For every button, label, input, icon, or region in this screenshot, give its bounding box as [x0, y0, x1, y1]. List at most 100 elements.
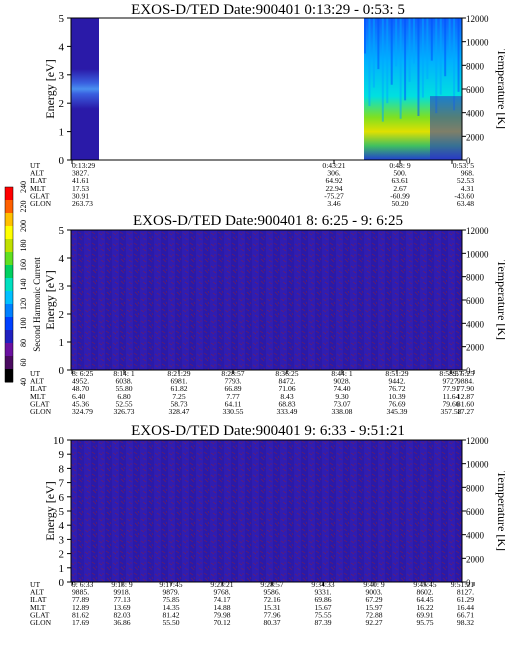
emission-streak: [444, 18, 447, 77]
y-right-tick-label: 10000: [466, 249, 489, 259]
y-right-tick-label: 0: [466, 156, 471, 166]
info-value: 81.42: [162, 610, 179, 619]
info-value: 263.73: [72, 199, 93, 208]
info-value: 75.55: [314, 610, 331, 619]
info-value: 66.71: [457, 610, 474, 619]
info-value: 6.80: [117, 392, 130, 401]
info-value: 306.: [327, 169, 340, 178]
panel-title: EXOS-D/TED Date:900401 9: 6:33 - 9:51:21: [131, 423, 405, 439]
colorbar-swatch: [5, 369, 13, 383]
colorbar-swatch: [5, 226, 13, 240]
emission-streak: [372, 18, 375, 88]
info-value: 6981.: [170, 377, 187, 386]
spectrogram-panel-1: EXOS-D/TED Date:900401 0:13:29 - 0:53: 5…: [30, 2, 505, 208]
info-value: 77.91: [442, 384, 459, 393]
info-value: 9028.: [333, 377, 350, 386]
info-value: 9:45:45: [413, 580, 436, 589]
emission-streak: [377, 18, 380, 70]
decay-region: [430, 96, 462, 160]
emission-streak: [399, 18, 402, 119]
info-value: 8.43: [280, 392, 293, 401]
info-row-label-ilat: ILAT: [30, 176, 47, 185]
info-value: 968.: [461, 169, 474, 178]
info-value: 69.86: [314, 595, 331, 604]
info-value: 326.73: [114, 407, 135, 416]
y-right-tick-label: 8000: [466, 273, 485, 283]
colorbar-frame: [4, 186, 14, 383]
y-tick-label: 3: [59, 534, 65, 546]
y-tick-label: 6: [59, 492, 65, 504]
info-value: 17.69: [72, 618, 89, 627]
info-value: -43.60: [454, 191, 474, 200]
info-value: 9586.: [263, 588, 280, 597]
info-value: 9:17:45: [159, 580, 182, 589]
spectrogram-panel-3: EXOS-D/TED Date:900401 9: 6:33 - 9:51:21…: [30, 423, 505, 627]
info-value: 345.39: [387, 407, 408, 416]
emission-streak: [417, 18, 420, 116]
info-value: 14.88: [213, 603, 230, 612]
info-value: 9003.: [365, 588, 382, 597]
info-value: 9:13: 9: [111, 580, 133, 589]
info-value: 9:28:57: [260, 580, 283, 589]
colorbar-swatch: [5, 213, 13, 227]
info-value: 16.22: [416, 603, 433, 612]
orbit-info-table: UT 0:13:29 0:43:21 0:48: 9 0:53: 5 ALT 3827. 30…: [30, 161, 474, 208]
colorbar-tick-label: 160: [19, 259, 28, 271]
info-value: 10.39: [388, 392, 405, 401]
info-value: 333.49: [277, 407, 298, 416]
y-axis-label: Energy [eV]: [43, 270, 57, 329]
info-value: 63.61: [391, 176, 408, 185]
info-value: 8:28:57: [221, 369, 244, 378]
emission-streak: [413, 18, 415, 64]
info-value: 68.83: [278, 399, 295, 408]
colorbar: 40 60 80 100 120 140 160 180 200 220 240 Second Har…: [4, 181, 42, 386]
info-value: 9918.: [113, 588, 130, 597]
info-value: 63.48: [457, 199, 474, 208]
info-value: 3827.: [72, 169, 89, 178]
emission-streak: [448, 18, 451, 58]
y-tick-label: 0: [59, 155, 65, 167]
emission-streak: [435, 18, 438, 114]
y-right-tick-label: 6000: [466, 85, 485, 95]
info-value: 82.03: [113, 610, 130, 619]
y-right-axis-label: Temperature [K]: [495, 49, 505, 129]
emission-streak: [457, 18, 460, 92]
info-row-label-glat: GLAT: [30, 191, 50, 200]
info-row-label-ut: UT: [30, 580, 40, 589]
info-value: 75.85: [162, 595, 179, 604]
info-value: 6.40: [72, 392, 85, 401]
info-value: 500.: [393, 169, 406, 178]
colorbar-tick-label: 80: [19, 339, 28, 347]
y-tick-label: 3: [59, 281, 65, 293]
info-value: 92.27: [365, 618, 382, 627]
info-row-label-glat: GLAT: [30, 610, 50, 619]
info-value: 11.64: [443, 392, 460, 401]
emission-streak: [368, 18, 371, 107]
info-value: 9.30: [335, 392, 348, 401]
info-row-label-alt: ALT: [30, 588, 44, 597]
info-value: 55.80: [115, 384, 132, 393]
y-tick-label: 5: [59, 13, 65, 25]
panel-title: EXOS-D/TED Date:900401 0:13:29 - 0:53: 5: [131, 2, 405, 18]
emission-streak: [426, 18, 429, 80]
info-value: 330.55: [223, 407, 244, 416]
info-value: 15.97: [365, 603, 382, 612]
info-value: 95.75: [416, 618, 433, 627]
info-value: 74.40: [333, 384, 350, 393]
colorbar-swatch: [5, 317, 13, 331]
info-row-label-glat: GLAT: [30, 399, 50, 408]
spectrogram-panel-2: EXOS-D/TED Date:900401 8: 6:25 - 9: 6:25…: [30, 213, 505, 416]
panels-layer: EXOS-D/TED Date:900401 0:13:29 - 0:53: 5…: [30, 2, 505, 627]
info-value: 64.11: [225, 399, 242, 408]
info-row-label-ilat: ILAT: [30, 384, 47, 393]
info-value: 2.67: [393, 184, 406, 193]
emission-streak: [421, 18, 424, 98]
info-value: 9879.: [162, 588, 179, 597]
colorbar-label: Second Harmonic Current: [32, 257, 42, 352]
y-right-tick-label: 10000: [466, 460, 489, 470]
info-value: 0:43:21: [322, 161, 345, 170]
info-value: 16.44: [457, 603, 474, 612]
info-value: 6038.: [115, 377, 132, 386]
info-value: 61.29: [457, 595, 474, 604]
colorbar-tick-label: 200: [19, 220, 28, 232]
